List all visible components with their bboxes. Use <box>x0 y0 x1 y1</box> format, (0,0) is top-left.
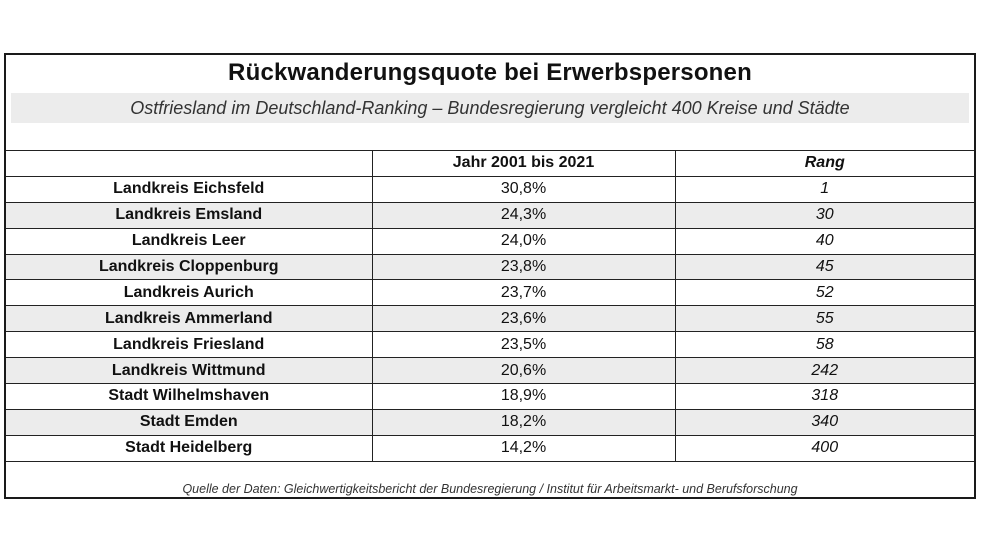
row-rank: 340 <box>674 408 974 436</box>
row-name: Stadt Emden <box>6 408 373 436</box>
row-quote: 18,2% <box>371 408 676 436</box>
row-quote: 24,3% <box>371 201 676 229</box>
table-row: Landkreis Cloppenburg 23,8% 45 <box>6 253 974 281</box>
row-name: Landkreis Aurich <box>6 279 373 307</box>
row-quote: 23,8% <box>371 253 676 281</box>
row-name: Stadt Heidelberg <box>6 434 373 462</box>
row-rank: 40 <box>674 227 974 255</box>
table-row: Landkreis Eichsfeld 30,8% 1 <box>6 175 974 203</box>
table-row: Stadt Emden 18,2% 340 <box>6 408 974 436</box>
row-name: Stadt Wilhelmshaven <box>6 383 373 410</box>
row-rank: 45 <box>674 253 974 281</box>
row-quote: 23,7% <box>371 279 676 307</box>
row-rank: 30 <box>674 201 974 229</box>
row-quote: 30,8% <box>371 175 676 203</box>
header-row: Jahr 2001 bis 2021 Rang <box>6 150 974 177</box>
page-title: Rückwanderungsquote bei Erwerbspersonen <box>228 59 752 86</box>
table-row: Stadt Heidelberg 14,2% 400 <box>6 434 974 462</box>
row-rank: 318 <box>674 383 974 410</box>
row-quote: 14,2% <box>371 434 676 462</box>
table-row: Landkreis Friesland 23,5% 58 <box>6 331 974 359</box>
source-note: Quelle der Daten: Gleichwertigkeitsberic… <box>182 482 798 496</box>
row-quote: 24,0% <box>371 227 676 255</box>
row-name: Landkreis Cloppenburg <box>6 253 373 281</box>
row-name: Landkreis Emsland <box>6 201 373 229</box>
table-row: Landkreis Ammerland 23,6% 55 <box>6 305 974 333</box>
header-rank: Rang <box>674 150 974 177</box>
table-row: Landkreis Wittmund 20,6% 242 <box>6 357 974 385</box>
row-quote: 23,6% <box>371 305 676 333</box>
table-row: Landkreis Emsland 24,3% 30 <box>6 201 974 229</box>
row-quote: 20,6% <box>371 357 676 385</box>
table-row: Landkreis Aurich 23,7% 52 <box>6 279 974 307</box>
table-frame: Rückwanderungsquote bei Erwerbspersonen … <box>4 53 976 499</box>
header-name <box>6 150 373 177</box>
ranking-table: Jahr 2001 bis 2021 Rang Landkreis Eichsf… <box>6 150 974 462</box>
row-name: Landkreis Wittmund <box>6 357 373 385</box>
table-row: Landkreis Leer 24,0% 40 <box>6 227 974 255</box>
row-name: Landkreis Friesland <box>6 331 373 359</box>
row-quote: 23,5% <box>371 331 676 359</box>
row-name: Landkreis Eichsfeld <box>6 175 373 203</box>
header-period: Jahr 2001 bis 2021 <box>371 150 676 177</box>
table-row: Stadt Wilhelmshaven 18,9% 318 <box>6 383 974 410</box>
row-name: Landkreis Leer <box>6 227 373 255</box>
row-rank: 400 <box>674 434 974 462</box>
row-rank: 58 <box>674 331 974 359</box>
row-rank: 242 <box>674 357 974 385</box>
row-name: Landkreis Ammerland <box>6 305 373 333</box>
row-rank: 55 <box>674 305 974 333</box>
row-rank: 52 <box>674 279 974 307</box>
subtitle: Ostfriesland im Deutschland-Ranking – Bu… <box>11 93 969 123</box>
row-rank: 1 <box>674 175 974 203</box>
row-quote: 18,9% <box>371 383 676 410</box>
